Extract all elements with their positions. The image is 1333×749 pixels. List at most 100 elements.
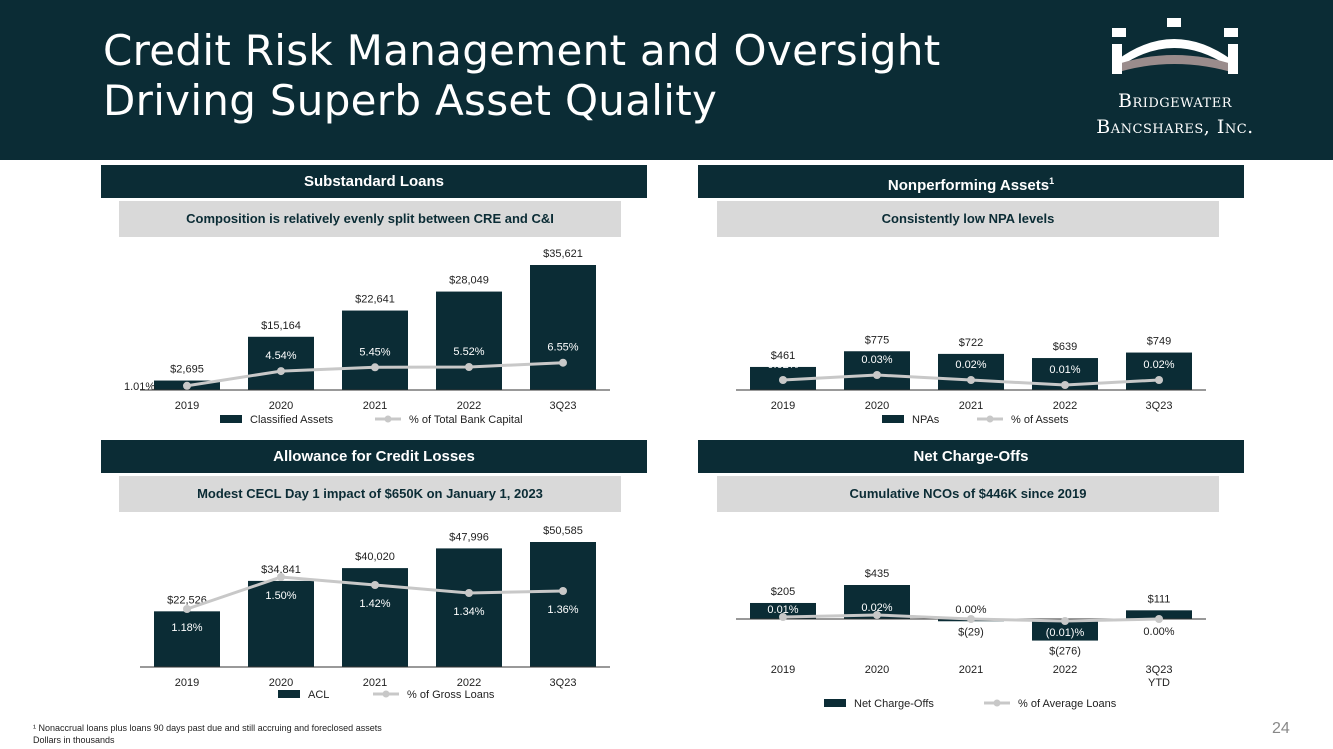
line-point-acl-3 xyxy=(465,589,473,597)
header-banner: Credit Risk Management and Oversight Dri… xyxy=(0,0,1333,160)
x-tick-label-npa-1: 2020 xyxy=(865,400,889,412)
bar-value-label-substandard-2: $22,641 xyxy=(355,294,395,306)
x-tick-label-nco-0: 2019 xyxy=(771,664,795,676)
line-value-label-acl-4: 1.36% xyxy=(547,604,578,616)
bar-value-label-npa-4: $749 xyxy=(1147,336,1171,348)
bar-value-label-substandard-0: $2,695 xyxy=(170,364,204,376)
legend-bar-label-nco: Net Charge-Offs xyxy=(854,698,934,710)
bar-value-label-npa-2: $722 xyxy=(959,337,983,349)
bar-value-label-nco-2: $(29) xyxy=(958,626,984,638)
line-value-label-substandard-4: 6.55% xyxy=(547,342,578,354)
legend-line-marker-nco xyxy=(993,699,1001,707)
x-tick-label-nco-2: 2021 xyxy=(959,664,983,676)
x-tick-label-substandard-1: 2020 xyxy=(269,400,293,412)
x-tick-label-nco-1: 2020 xyxy=(865,664,889,676)
bar-acl-3 xyxy=(436,548,502,667)
legend-bar-label-npa: NPAs xyxy=(912,414,940,426)
page-title: Credit Risk Management and Oversight Dri… xyxy=(103,26,941,126)
bar-value-label-acl-3: $47,996 xyxy=(449,531,489,543)
x-tick-label-nco-4: 3Q23 xyxy=(1146,664,1173,676)
line-value-label-acl-0: 1.18% xyxy=(171,622,202,634)
bar-substandard-2 xyxy=(342,310,408,390)
line-value-label-substandard-3: 5.52% xyxy=(453,346,484,358)
bar-value-label-acl-0: $22,526 xyxy=(167,594,207,606)
line-point-npa-1 xyxy=(873,371,881,379)
net-charge-offs-chart: $205 $435 $(29) $(276) $111 2019 2020 2021 2022 3… xyxy=(736,568,1206,710)
x-tick-label-acl-1: 2020 xyxy=(269,677,293,689)
line-point-substandard-4 xyxy=(559,358,567,367)
x-tick-label-npa-3: 2022 xyxy=(1053,400,1077,412)
legend-line-label-acl: % of Gross Loans xyxy=(407,689,495,701)
legend-line-label-npa: % of Assets xyxy=(1011,414,1069,426)
x-tick-label-acl-4: 3Q23 xyxy=(550,677,577,689)
npa-heading-footnote-mark: 1 xyxy=(1049,176,1055,186)
bridgewater-logo-icon xyxy=(1112,18,1238,74)
bar-nco-0 xyxy=(750,602,816,619)
x-tick-label-npa-4: 3Q23 xyxy=(1146,400,1173,412)
line-point-nco-0 xyxy=(779,613,787,621)
line-point-acl-1 xyxy=(277,573,285,581)
x-tick-label-nco-4-b: YTD xyxy=(1148,677,1170,689)
bar-acl-0 xyxy=(154,611,220,667)
line-point-acl-0 xyxy=(183,605,191,613)
legend-line-marker-npa xyxy=(986,415,994,423)
line-value-label-npa-4: 0.02% xyxy=(1143,359,1174,371)
x-tick-label-nco-3: 2022 xyxy=(1053,664,1077,676)
bar-substandard-1 xyxy=(248,336,314,390)
nco-heading: Net Charge-Offs xyxy=(698,440,1244,473)
page-title-line2: Driving Superb Asset Quality xyxy=(103,76,718,125)
legend-line-marker-acl xyxy=(382,690,390,698)
bar-acl-1 xyxy=(248,580,314,667)
legend-bar-label-substandard: Classified Assets xyxy=(250,414,334,426)
line-value-label-npa-2: 0.02% xyxy=(955,359,986,371)
bar-value-label-nco-4: $111 xyxy=(1148,593,1171,605)
line-value-label-acl-3: 1.34% xyxy=(453,606,484,618)
bar-substandard-4 xyxy=(530,265,596,390)
line-point-npa-3 xyxy=(1061,381,1069,389)
acl-heading: Allowance for Credit Losses xyxy=(101,440,647,473)
bar-substandard-3 xyxy=(436,291,502,390)
x-tick-label-npa-2: 2021 xyxy=(959,400,983,412)
npa-subheading: Consistently low NPA levels xyxy=(717,201,1219,237)
x-tick-label-substandard-4: 3Q23 xyxy=(550,400,577,412)
line-value-label-nco-1: 0.02% xyxy=(861,602,892,614)
line-value-label-nco-2: 0.00% xyxy=(955,604,986,616)
substandard-subheading: Composition is relatively evenly split b… xyxy=(119,201,621,237)
bar-value-label-npa-3: $639 xyxy=(1053,341,1077,353)
bar-value-label-nco-0: $205 xyxy=(771,586,795,598)
bar-value-label-nco-3: $(276) xyxy=(1049,646,1081,658)
bar-value-label-acl-2: $40,020 xyxy=(355,551,395,563)
line-value-label-substandard-1: 4.54% xyxy=(265,350,296,362)
bar-value-label-acl-4: $50,585 xyxy=(543,525,583,537)
line-point-nco-4 xyxy=(1155,615,1163,623)
line-point-substandard-3 xyxy=(465,363,473,371)
npa-heading: Nonperforming Assets1 xyxy=(698,165,1244,198)
footnote: ¹ Nonaccrual loans plus loans 90 days pa… xyxy=(33,722,382,746)
line-value-label-nco-3: (0.01)% xyxy=(1046,627,1085,639)
line-value-label-npa-3: 0.01% xyxy=(1049,364,1080,376)
page-title-line1: Credit Risk Management and Oversight xyxy=(103,26,941,75)
line-value-label-nco-0: 0.01% xyxy=(767,604,798,616)
x-tick-label-npa-0: 2019 xyxy=(771,400,795,412)
page-number: 24 xyxy=(1272,720,1290,737)
bar-value-label-substandard-4: $35,621 xyxy=(543,248,583,260)
nonperforming-assets-chart: $461 $775 $722 $639 $749 2019 2020 2021 2022 3Q23… xyxy=(736,334,1206,426)
npa-heading-text: Nonperforming Assets xyxy=(887,177,1050,194)
line-value-label-npa-0: 0.02% xyxy=(767,359,798,371)
bar-value-label-substandard-3: $28,049 xyxy=(449,275,489,287)
acl-subheading: Modest CECL Day 1 impact of $650K on Jan… xyxy=(119,476,621,512)
line-point-nco-2 xyxy=(967,615,975,623)
line-point-substandard-0 xyxy=(183,381,191,390)
logo-wordmark: Bridgewater Bancshares, Inc. xyxy=(1055,88,1295,140)
nco-subheading: Cumulative NCOs of $446K since 2019 xyxy=(717,476,1219,512)
legend-line-label-substandard: % of Total Bank Capital xyxy=(409,414,523,426)
bar-nco-4 xyxy=(1126,610,1192,619)
line-value-label-acl-1: 1.50% xyxy=(265,590,296,602)
bar-value-label-substandard-1: $15,164 xyxy=(261,320,301,332)
x-tick-label-substandard-0: 2019 xyxy=(175,400,199,412)
bar-nco-3 xyxy=(1032,619,1098,641)
line-point-acl-2 xyxy=(371,581,379,589)
logo-line2: Bancshares, Inc. xyxy=(1096,116,1254,138)
substandard-heading: Substandard Loans xyxy=(101,165,647,198)
line-point-substandard-2 xyxy=(371,363,379,372)
